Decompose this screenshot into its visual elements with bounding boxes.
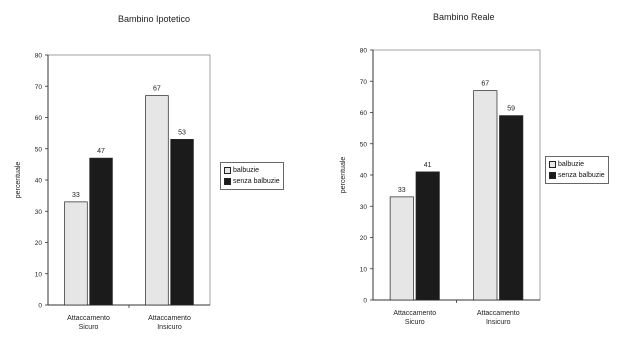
x-tick-label: Attaccamento (393, 310, 436, 317)
y-tick-label: 70 (360, 79, 368, 86)
data-label: 33 (398, 187, 406, 194)
y-tick-label: 20 (360, 235, 368, 242)
y-tick-label: 0 (38, 303, 42, 310)
data-label: 53 (178, 129, 186, 136)
legend-label: balbuzie (558, 161, 585, 168)
chart-title: Bambino Ipotetico (118, 14, 191, 24)
x-tick-label: Insicuro (486, 319, 511, 326)
chart-legend: balbuzie senza balbuzie (545, 156, 609, 184)
bar-balbuzie (389, 196, 414, 301)
y-tick-label: 40 (360, 173, 368, 180)
data-label: 41 (424, 162, 432, 169)
legend-label: senza balbuzie (233, 178, 280, 185)
bar-balbuzie (64, 201, 88, 306)
y-axis-title: percentuale (340, 157, 347, 194)
data-label: 47 (97, 148, 105, 155)
legend-label: balbuzie (233, 167, 260, 174)
legend-swatch-senza-balbuzie (224, 178, 231, 185)
chart-title: Bambino Reale (433, 12, 495, 22)
data-label: 59 (507, 106, 515, 113)
legend-swatch-balbuzie (224, 167, 231, 174)
chart-panel-reale: Bambino Reale 0 10 20 30 40 50 60 70 80 percentua… (311, 0, 622, 350)
y-axis-title: percentuale (15, 162, 22, 199)
chart-plot: 0 10 20 30 40 50 60 70 80 percentuale 33 41 Attaccam… (340, 48, 541, 326)
x-tick-label: Attaccamento (67, 315, 110, 322)
y-tick-label: 30 (35, 209, 43, 216)
y-tick-label: 60 (35, 115, 43, 122)
y-tick-label: 40 (35, 178, 43, 185)
bar-senza-balbuzie (415, 171, 440, 301)
data-label: 33 (72, 192, 80, 199)
x-tick-label: Insicuro (157, 324, 182, 331)
legend-entry-balbuzie: balbuzie (224, 165, 280, 176)
x-tick-label: Sicuro (405, 319, 425, 326)
legend-entry-senza-balbuzie: senza balbuzie (224, 176, 280, 187)
y-tick-label: 10 (360, 266, 368, 273)
bar-senza-balbuzie (499, 115, 524, 301)
y-tick-label: 0 (363, 298, 367, 305)
y-tick-label: 10 (35, 271, 43, 278)
bar-balbuzie (473, 90, 498, 301)
x-tick-label: Attaccamento (477, 310, 520, 317)
y-tick-label: 30 (360, 204, 368, 211)
data-label: 67 (481, 81, 489, 88)
bar-balbuzie (145, 95, 169, 306)
legend-entry-balbuzie: balbuzie (549, 159, 605, 170)
legend-swatch-senza-balbuzie (549, 172, 556, 179)
data-label: 67 (153, 86, 161, 93)
x-tick-label: Attaccamento (148, 315, 191, 322)
y-tick-label: 70 (35, 84, 43, 91)
bar-senza-balbuzie (89, 157, 113, 306)
y-tick-label: 60 (360, 110, 368, 117)
chart-legend: balbuzie senza balbuzie (220, 162, 284, 190)
y-tick-label: 80 (35, 53, 43, 60)
chart-plot: 0 10 20 30 40 50 60 70 80 percentuale 33 47 Attaccam… (15, 53, 211, 331)
legend-swatch-balbuzie (549, 161, 556, 168)
y-tick-label: 50 (35, 146, 43, 153)
y-tick-label: 80 (360, 48, 368, 55)
chart-panel-ipotetico: Bambino Ipotetico 0 10 20 30 40 50 60 70 80 perce… (0, 0, 311, 350)
legend-label: senza balbuzie (558, 172, 605, 179)
y-tick-label: 20 (35, 240, 43, 247)
y-tick-label: 50 (360, 141, 368, 148)
legend-entry-senza-balbuzie: senza balbuzie (549, 170, 605, 181)
bar-senza-balbuzie (170, 139, 194, 306)
x-tick-label: Sicuro (79, 324, 99, 331)
